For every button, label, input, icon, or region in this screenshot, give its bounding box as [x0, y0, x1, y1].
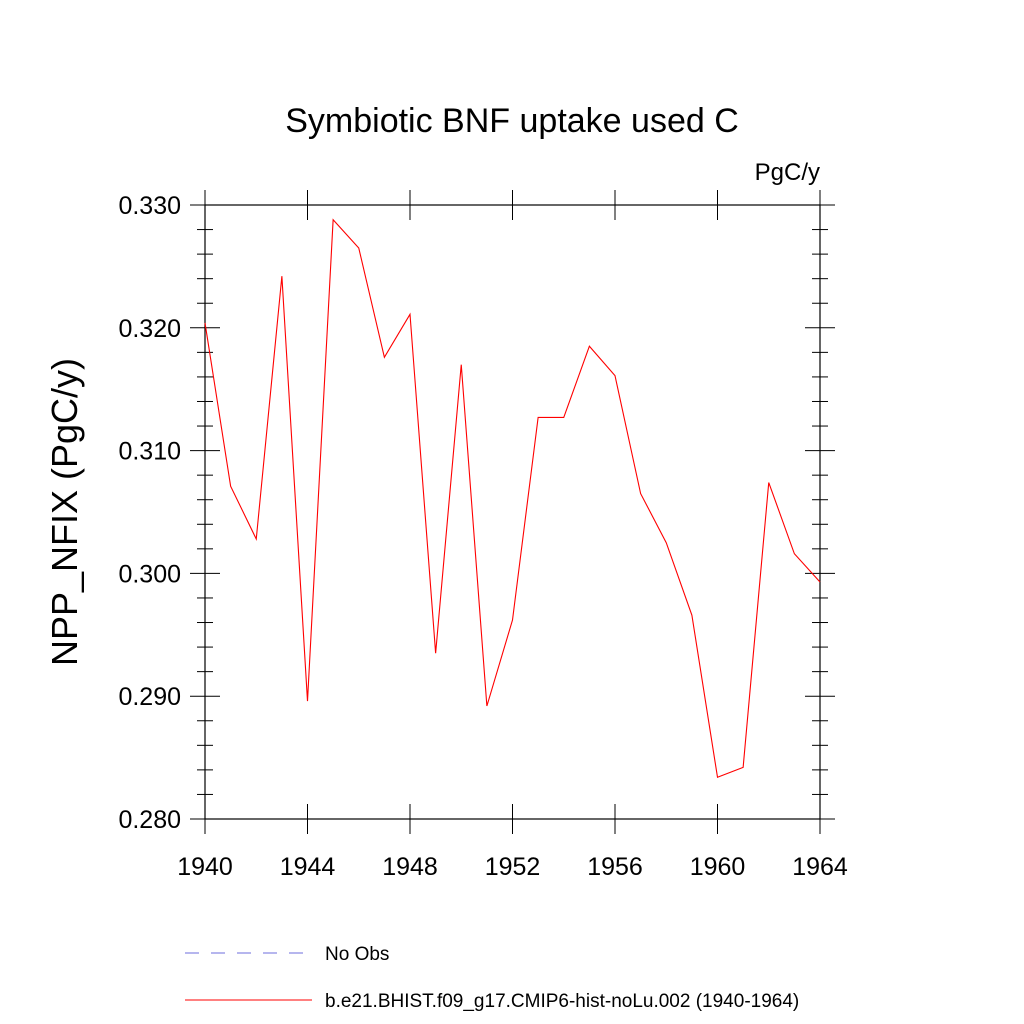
units-label: PgC/y [755, 159, 820, 186]
x-tick-label: 1948 [382, 853, 438, 881]
y-tick-label: 0.330 [118, 192, 181, 220]
x-tick-label: 1960 [690, 853, 746, 881]
x-tick-label: 1964 [792, 853, 848, 881]
plot-frame [204, 204, 821, 820]
y-tick-label: 0.290 [118, 683, 181, 711]
y-tick-label: 0.300 [118, 560, 181, 588]
y-tick-label: 0.280 [118, 806, 181, 834]
series-layer [204, 218, 821, 779]
x-tick-label: 1952 [485, 853, 541, 881]
legend-label-model-run: b.e21.BHIST.f09_g17.CMIP6-hist-noLu.002 … [325, 991, 799, 1012]
x-tick-label: 1956 [587, 853, 643, 881]
legend-label-no-obs: No Obs [325, 944, 389, 965]
y-tick-label: 0.310 [118, 438, 181, 466]
y-tick-labels: 0.280 0.290 0.300 0.310 0.320 0.330 [118, 192, 181, 834]
x-tick-label: 1944 [280, 853, 336, 881]
chart-title: Symbiotic BNF uptake used C [285, 102, 739, 140]
x-tick-labels: 1940 1944 1948 1952 1956 1960 1964 [177, 853, 848, 881]
series-line [204, 218, 821, 779]
x-tick-label: 1940 [177, 853, 233, 881]
y-tick-label: 0.320 [118, 315, 181, 343]
legend: No Obs b.e21.BHIST.f09_g17.CMIP6-hist-no… [185, 944, 799, 1012]
axis-ticks [190, 190, 835, 834]
y-axis-label: NPP_NFIX (PgC/y) [44, 358, 85, 666]
